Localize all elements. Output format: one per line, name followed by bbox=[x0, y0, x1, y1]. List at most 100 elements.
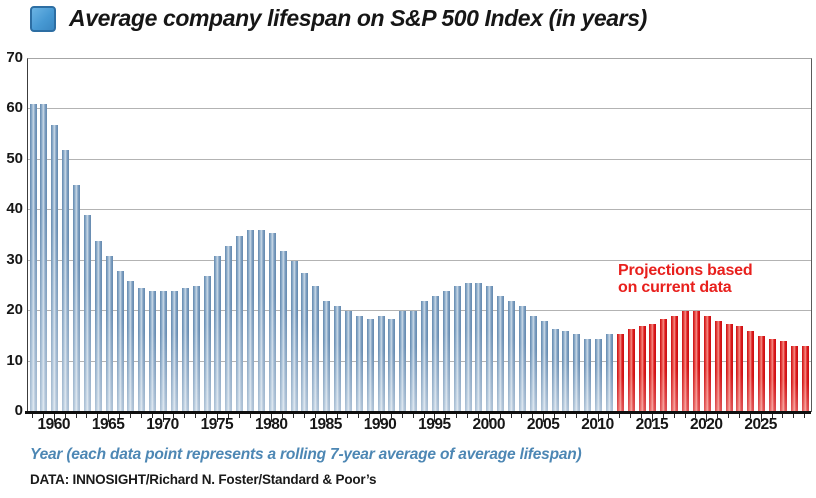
y-axis-label-70: 70 bbox=[6, 49, 23, 66]
x-tick-1969 bbox=[151, 414, 153, 418]
x-tick-1960 bbox=[53, 414, 55, 422]
y-axis-label-20: 20 bbox=[6, 301, 23, 319]
x-tick-2009 bbox=[586, 414, 588, 418]
x-tick-1965 bbox=[108, 414, 110, 422]
x-tick-1961 bbox=[64, 414, 66, 418]
bar-2018 bbox=[682, 311, 689, 412]
bar-2005 bbox=[540, 321, 548, 412]
gridline-50 bbox=[28, 158, 811, 160]
bar-1971 bbox=[170, 290, 178, 412]
x-tick-1988 bbox=[358, 414, 360, 418]
bar-1996 bbox=[442, 290, 450, 412]
bar-1999 bbox=[475, 283, 483, 412]
bar-1973 bbox=[192, 285, 200, 412]
x-axis-caption: Year (each data point represents a rolli… bbox=[30, 446, 582, 463]
x-tick-1971 bbox=[173, 414, 175, 418]
bar-1972 bbox=[181, 288, 189, 412]
bar-2003 bbox=[518, 306, 526, 412]
bar-1983 bbox=[301, 273, 309, 412]
bar-1968 bbox=[138, 288, 146, 412]
y-axis-label-0: 0 bbox=[14, 402, 23, 419]
bar-2013 bbox=[627, 328, 635, 412]
gridline-20 bbox=[28, 310, 811, 312]
x-tick-2026 bbox=[771, 414, 773, 418]
x-axis-label-1960: 1960 bbox=[37, 416, 71, 433]
x-tick-1993 bbox=[412, 414, 414, 418]
x-tick-2003 bbox=[521, 414, 523, 418]
bar-2010 bbox=[595, 338, 602, 412]
x-axis-label-2005: 2005 bbox=[526, 416, 560, 433]
x-tick-2012 bbox=[619, 414, 621, 418]
bar-1980 bbox=[268, 232, 276, 412]
x-tick-2002 bbox=[510, 414, 512, 418]
x-axis-label-1985: 1985 bbox=[309, 416, 342, 433]
x-axis-label-1965: 1965 bbox=[91, 416, 125, 433]
bar-1969 bbox=[149, 290, 157, 412]
bar-1994 bbox=[421, 301, 428, 412]
x-tick-1983 bbox=[303, 414, 305, 418]
plot-area: Projections based on current data bbox=[27, 58, 812, 412]
x-tick-1978 bbox=[249, 414, 251, 418]
y-axis-label-60: 60 bbox=[6, 99, 23, 117]
x-tick-2029 bbox=[804, 414, 806, 418]
bar-1978 bbox=[247, 230, 254, 412]
bar-1997 bbox=[453, 285, 461, 412]
x-tick-2005 bbox=[543, 414, 545, 422]
x-tick-1984 bbox=[314, 414, 316, 418]
x-tick-1986 bbox=[336, 414, 338, 418]
bar-2025 bbox=[758, 336, 766, 412]
x-tick-2013 bbox=[630, 414, 632, 418]
x-tick-1989 bbox=[369, 414, 371, 418]
bar-2004 bbox=[529, 316, 537, 412]
bar-2029 bbox=[801, 346, 809, 412]
bar-2015 bbox=[649, 323, 657, 412]
bar-1967 bbox=[127, 280, 135, 412]
bar-1989 bbox=[366, 318, 374, 412]
x-tick-1970 bbox=[162, 414, 164, 422]
x-tick-1967 bbox=[129, 414, 131, 418]
x-axis-label-1995: 1995 bbox=[418, 416, 451, 433]
bar-2019 bbox=[692, 311, 700, 412]
bar-2024 bbox=[747, 331, 755, 412]
gridline-60 bbox=[28, 108, 811, 110]
bar-2020 bbox=[703, 316, 711, 412]
x-tick-1995 bbox=[434, 414, 436, 422]
y-axis-label-30: 30 bbox=[6, 250, 23, 268]
legend-swatch-icon bbox=[30, 5, 56, 32]
bar-2009 bbox=[584, 338, 592, 412]
x-tick-1964 bbox=[97, 414, 99, 418]
x-tick-1990 bbox=[380, 414, 381, 422]
x-tick-1982 bbox=[293, 414, 294, 418]
bar-2002 bbox=[508, 301, 515, 412]
x-tick-1977 bbox=[238, 414, 240, 418]
bar-1970 bbox=[160, 290, 167, 412]
x-tick-2022 bbox=[728, 414, 729, 418]
bar-2028 bbox=[790, 346, 798, 412]
x-tick-1968 bbox=[140, 414, 142, 418]
bar-1987 bbox=[344, 311, 352, 412]
x-tick-1999 bbox=[477, 414, 479, 418]
bar-2012 bbox=[616, 333, 624, 412]
x-tick-1980 bbox=[271, 414, 273, 422]
x-tick-2006 bbox=[554, 414, 555, 418]
x-tick-2007 bbox=[564, 414, 566, 418]
bar-2008 bbox=[573, 333, 581, 412]
bar-1965 bbox=[105, 255, 113, 412]
x-axis-label-1980: 1980 bbox=[255, 416, 288, 433]
bar-1988 bbox=[355, 316, 363, 412]
x-axis-label-1970: 1970 bbox=[146, 416, 179, 433]
bar-1960 bbox=[51, 124, 59, 412]
x-tick-2008 bbox=[575, 414, 577, 418]
x-tick-2028 bbox=[793, 414, 795, 418]
bar-2016 bbox=[660, 318, 668, 412]
x-tick-2016 bbox=[662, 414, 664, 418]
bar-1982 bbox=[290, 260, 298, 412]
x-tick-2019 bbox=[695, 414, 697, 418]
y-axis-label-50: 50 bbox=[6, 149, 23, 167]
bar-2026 bbox=[769, 338, 776, 412]
x-tick-1994 bbox=[423, 414, 425, 418]
x-tick-2020 bbox=[706, 414, 708, 422]
projection-annotation-line1: Projections based bbox=[618, 262, 753, 279]
x-tick-2017 bbox=[673, 414, 675, 418]
projection-annotation-line2: on current data bbox=[618, 279, 732, 296]
